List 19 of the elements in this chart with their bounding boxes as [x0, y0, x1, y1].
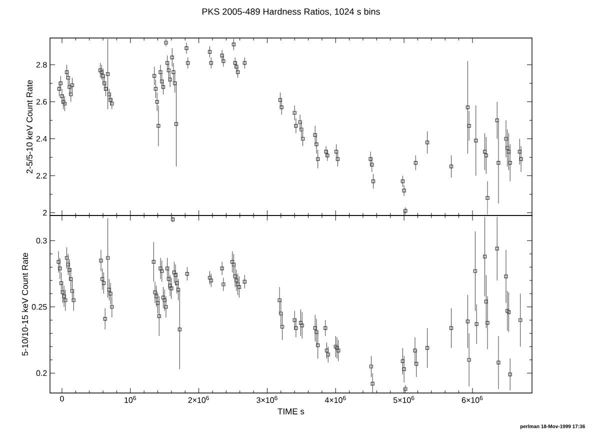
y-tick-label: 0.25 — [32, 304, 47, 310]
y-tick-label: 0.3 — [36, 238, 47, 244]
x-axis-title: TIME s — [278, 408, 304, 414]
y-tick-label: 0.2 — [36, 370, 47, 376]
x-tick-label: 6×10$^{6}$ — [462, 396, 483, 403]
y-tick-label: 2.2 — [36, 172, 47, 179]
x-tick-label: 0 — [60, 396, 64, 402]
y-axis-title: 5-10/10-15 keV Count Rate — [22, 252, 28, 356]
x-tick-label: 3×10$^{6}$ — [256, 396, 278, 403]
y-tick-label: 2.6 — [36, 98, 47, 105]
y-tick-label: 2.8 — [36, 62, 47, 68]
y-tick-label: 2 — [43, 210, 47, 216]
y-axis-title: 2-5/5-10 keV Count Rate — [26, 80, 32, 174]
x-tick-label: 10$^{6}$ — [124, 396, 136, 403]
x-tick-label: 2×10$^{6}$ — [188, 396, 209, 403]
chart-title: PKS 2005-489 Hardness Ratios, 1024 s bins — [202, 8, 380, 16]
x-tick-label: 4×10$^{6}$ — [324, 396, 346, 403]
x-tick-label: 5×10$^{6}$ — [393, 396, 414, 403]
y-tick-label: 2.4 — [36, 136, 47, 142]
